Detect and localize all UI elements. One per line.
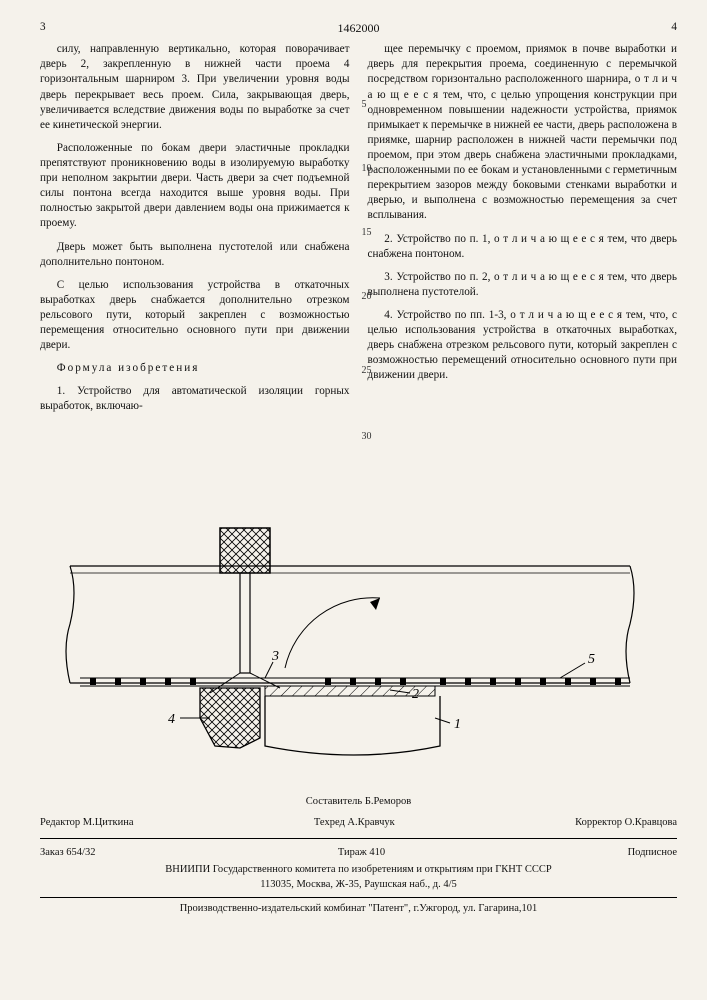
- swing-arrowhead: [370, 598, 380, 610]
- left-para-1: силу, направленную вертикально, которая …: [40, 42, 350, 133]
- label-3: 3: [271, 649, 279, 664]
- label-4: 4: [168, 712, 175, 727]
- divider: [40, 838, 677, 839]
- tirazh: Тираж 410: [338, 846, 385, 861]
- swing-arc: [285, 598, 380, 668]
- podpisnoe: Подписное: [628, 846, 677, 861]
- divider-2: [40, 897, 677, 898]
- right-column: щее перемычку с проемом, приямок в почве…: [368, 42, 678, 512]
- right-para-3: 3. Устройство по п. 2, о т л и ч а ю щ е…: [368, 270, 678, 300]
- org-line-2: Производственно-издательский комбинат "П…: [40, 902, 677, 917]
- left-page-number: 3: [40, 20, 80, 36]
- editor: Редактор М.Циткина: [40, 816, 134, 831]
- page-header: 3 1462000 4: [40, 20, 677, 36]
- patent-page: 3 1462000 4 силу, направленную вертикаль…: [0, 0, 707, 1000]
- patent-number: 1462000: [80, 20, 637, 36]
- left-para-3: Дверь может быть выполнена пустотелой ил…: [40, 240, 350, 270]
- bulkhead-top: [220, 528, 270, 573]
- org-addr: 113035, Москва, Ж-35, Раушская наб., д. …: [40, 878, 677, 893]
- label-2: 2: [412, 687, 419, 702]
- left-para-2: Расположенные по бокам двери эластичные …: [40, 141, 350, 232]
- footer-block: Составитель Б.Реморов Редактор М.Циткина…: [40, 792, 677, 916]
- left-para-4: С целью использования устройства в откат…: [40, 278, 350, 354]
- label-1: 1: [454, 717, 461, 732]
- pit: [265, 696, 440, 755]
- techred: Техред А.Кравчук: [314, 816, 395, 831]
- line-mark: 5: [362, 98, 367, 112]
- right-para-4: 4. Устройство по пп. 1-3, о т л и ч а ю …: [368, 308, 678, 384]
- door-plate: [265, 686, 435, 696]
- patent-drawing: 1 2 3 4 5: [40, 518, 677, 788]
- right-page-number: 4: [637, 20, 677, 36]
- text-columns: силу, направленную вертикально, которая …: [40, 42, 677, 512]
- left-para-5: 1. Устройство для автоматической изоляци…: [40, 384, 350, 414]
- org-line-1: ВНИИПИ Государственного комитета по изоб…: [40, 863, 677, 878]
- rail-dots: [90, 678, 621, 685]
- right-para-2: 2. Устройство по п. 1, о т л и ч а ю щ е…: [368, 232, 678, 262]
- door-stem: [240, 573, 250, 673]
- compiler: Составитель Б.Реморов: [306, 795, 411, 810]
- claims-title: Формула изобретения: [40, 361, 350, 376]
- left-column: силу, направленную вертикально, которая …: [40, 42, 350, 512]
- label-5: 5: [588, 652, 595, 667]
- corrector: Корректор О.Кравцова: [575, 816, 677, 831]
- right-para-1: щее перемычку с проемом, приямок в почве…: [368, 42, 678, 223]
- order-number: Заказ 654/32: [40, 846, 95, 861]
- drawing-svg: 1 2 3 4 5: [40, 518, 660, 788]
